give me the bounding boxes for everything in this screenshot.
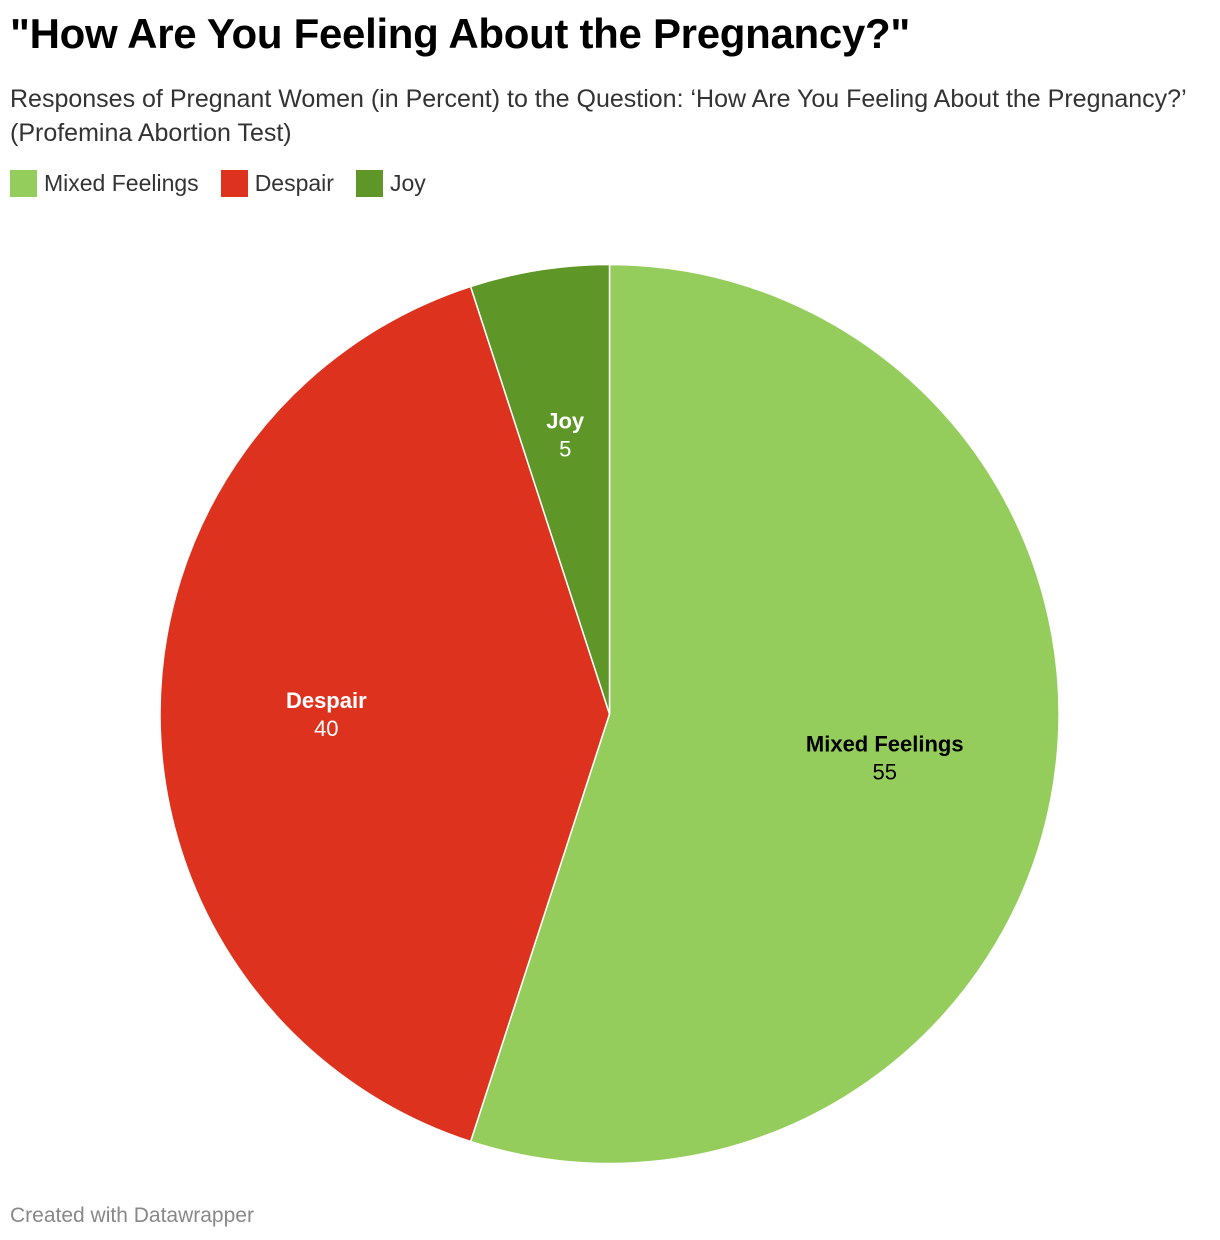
legend-label-joy: Joy [389, 170, 426, 196]
legend-swatch-joy [355, 170, 383, 197]
slice-value-mixed-feelings: 55 [873, 760, 897, 785]
slice-label-joy: Joy [546, 408, 585, 433]
credit-text: Created with Datawrapper [10, 1204, 254, 1227]
pie-labels: Mixed Feelings 55 Despair 40 Joy 5 [286, 408, 964, 784]
legend-label-despair: Despair [254, 170, 334, 196]
pie-slices [159, 263, 1060, 1165]
slice-label-mixed-feelings: Mixed Feelings [806, 732, 964, 757]
pie-slice-despair [159, 285, 611, 1143]
legend: Mixed Feelings Despair Joy [10, 170, 448, 197]
legend-label-mixed-feelings: Mixed Feelings [44, 170, 199, 196]
legend-item-joy: Joy [355, 170, 426, 197]
legend-swatch-despair [220, 170, 248, 197]
chart-subtitle: Responses of Pregnant Women (in Percent)… [10, 85, 1186, 147]
legend-item-mixed-feelings: Mixed Feelings [10, 170, 199, 197]
chart-title: "How Are You Feeling About the Pregnancy… [10, 10, 910, 57]
legend-swatch-mixed-feelings [10, 170, 37, 197]
slice-value-joy: 5 [559, 436, 571, 461]
pie-slice-joy [469, 263, 611, 715]
slice-label-despair: Despair [286, 688, 367, 713]
pie-slice-mixed-feelings [469, 263, 1060, 1165]
legend-item-despair: Despair [220, 170, 334, 197]
slice-value-despair: 40 [314, 716, 338, 741]
